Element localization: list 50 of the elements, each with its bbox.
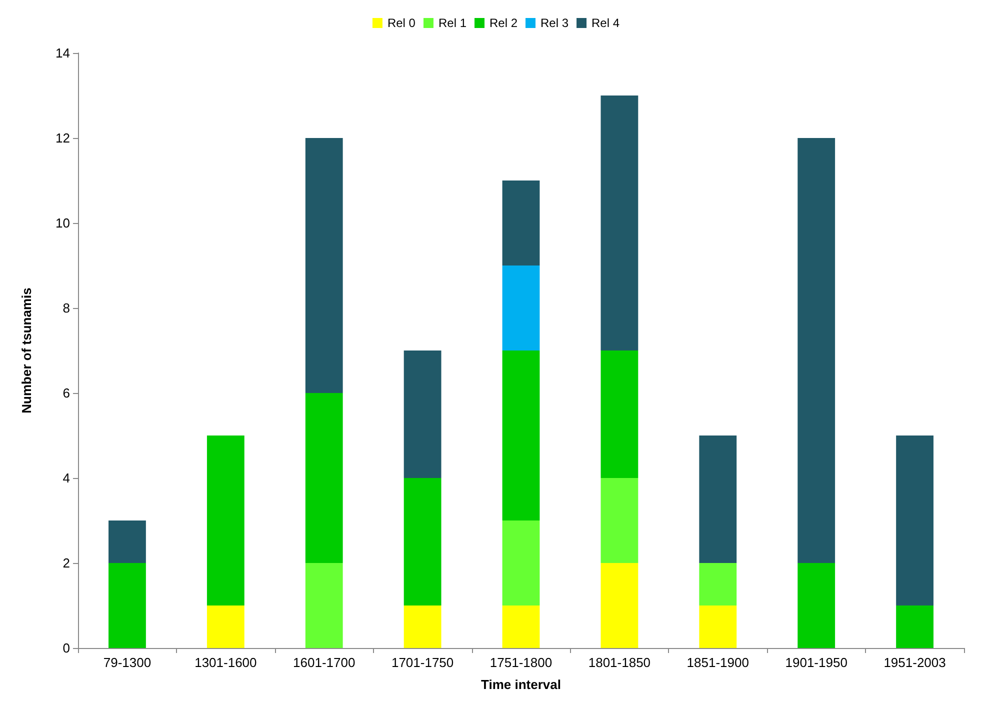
x-tick-label: 1701-1750 (391, 655, 454, 670)
x-tick-label: 1901-1950 (785, 655, 848, 670)
y-tick-label: 0 (62, 640, 70, 656)
bar (798, 563, 836, 648)
bar (305, 138, 343, 393)
bar (404, 350, 442, 478)
bar (305, 563, 343, 648)
y-tick-label: 6 (62, 386, 70, 400)
x-tick-label: 1801-1850 (588, 655, 651, 670)
y-tick-label: 8 (62, 300, 70, 316)
legend-label: Rel 4 (592, 16, 620, 30)
bar (502, 180, 540, 266)
bar (305, 393, 343, 563)
x-tick-label: 1851-1900 (686, 655, 749, 670)
bar (502, 520, 540, 606)
legend-label: Rel 0 (387, 16, 416, 30)
y-tick-label: 2 (62, 556, 70, 570)
bar (600, 96, 638, 350)
legend-label: Rel 2 (489, 16, 518, 30)
x-tick-label: 1601-1700 (293, 655, 356, 670)
bar (502, 606, 540, 648)
bar (404, 478, 442, 606)
bar (600, 478, 638, 563)
legend-label: Rel 3 (540, 16, 569, 30)
legend-label: Rel 1 (438, 16, 467, 30)
bar (896, 436, 934, 606)
y-tick-label: 10 (56, 216, 70, 230)
x-tick-label: 1951-2003 (884, 655, 946, 670)
bar (600, 563, 638, 648)
bar (502, 350, 540, 520)
bar (896, 606, 934, 648)
x-tick-label: 1301-1600 (194, 655, 257, 670)
y-axis-title: Number of tsunamis (19, 288, 34, 414)
bar (699, 563, 737, 606)
bar (699, 606, 737, 648)
bar (206, 436, 244, 606)
bar (699, 436, 737, 563)
bar (600, 350, 638, 478)
bar (404, 606, 442, 648)
bar (798, 138, 836, 563)
bar (108, 520, 146, 563)
y-tick-label: 4 (62, 470, 70, 486)
bar (206, 606, 244, 648)
y-tick-label: 12 (56, 130, 70, 146)
bar (108, 563, 146, 648)
x-tick-label: 1751-1800 (490, 655, 552, 670)
bar (502, 266, 540, 350)
x-tick-label: 79-1300 (103, 655, 152, 670)
x-axis-title: Time interval (481, 677, 561, 692)
y-tick-label: 14 (56, 46, 70, 60)
